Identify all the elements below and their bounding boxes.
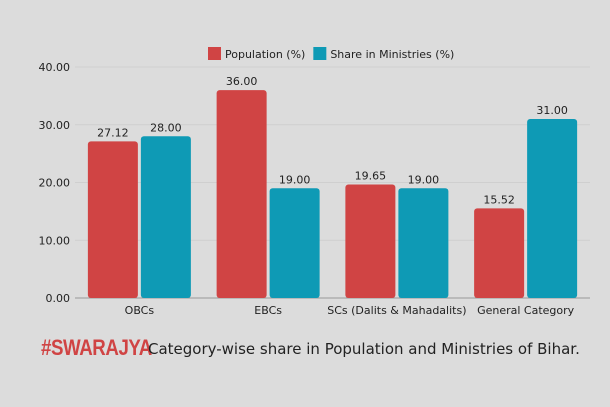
y-tick-label: 0.00 (46, 292, 71, 305)
data-label: 36.00 (226, 75, 258, 88)
data-label: 15.52 (483, 193, 515, 206)
data-label: 19.00 (279, 173, 311, 186)
bar-ministries (269, 188, 320, 298)
brand-logo: #SWARAJYA (41, 335, 152, 360)
legend-label: Share in Ministries (%) (330, 48, 454, 61)
chart-caption: Category-wise share in Population and Mi… (148, 340, 580, 358)
bar-population (216, 90, 267, 298)
bar-population (345, 184, 396, 298)
data-label: 28.00 (150, 121, 182, 134)
data-label: 19.00 (408, 173, 440, 186)
bar-chart: 0.00 10.00 20.00 30.00 40.00 27.12 28.00 OBCs 36… (39, 47, 590, 317)
x-tick-label: EBCs (254, 304, 282, 317)
bar-ministries (140, 136, 191, 298)
y-tick-label: 30.00 (39, 119, 71, 132)
y-tick-label: 40.00 (39, 61, 71, 74)
y-tick-label: 20.00 (39, 177, 71, 190)
x-tick-label: SCs (Dalits & Mahadalits) (327, 304, 466, 317)
x-tick-label: OBCs (125, 304, 155, 317)
data-label: 27.12 (97, 126, 129, 139)
legend-label: Population (%) (225, 48, 305, 61)
data-label: 19.65 (355, 170, 387, 183)
bar-population (474, 208, 525, 298)
bar-ministries (398, 188, 449, 298)
bar-population (87, 141, 138, 298)
legend-swatch (313, 47, 327, 60)
bar-ministries (527, 118, 578, 298)
data-label: 31.00 (536, 104, 568, 117)
x-tick-label: General Category (477, 304, 575, 317)
y-tick-label: 10.00 (39, 234, 71, 247)
legend-swatch (208, 47, 221, 60)
